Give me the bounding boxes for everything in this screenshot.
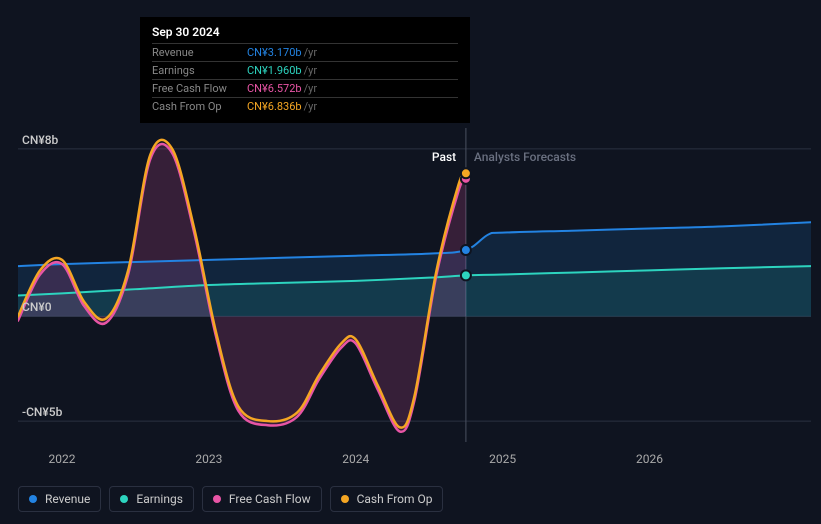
tooltip-row-unit: /yr <box>304 82 317 95</box>
legend-item[interactable]: Free Cash Flow <box>202 486 322 512</box>
y-axis-label: CN¥0 <box>22 300 52 314</box>
legend-dot-icon <box>213 495 221 503</box>
legend-label: Revenue <box>45 492 90 506</box>
tooltip-row: RevenueCN¥3.170b/yr <box>152 43 458 61</box>
legend-dot-icon <box>341 495 349 503</box>
x-axis-label: 2024 <box>342 452 369 466</box>
y-axis-label: -CN¥5b <box>22 405 62 419</box>
legend-item[interactable]: Revenue <box>18 486 101 512</box>
legend-dot-icon <box>29 495 37 503</box>
tooltip-row-unit: /yr <box>304 64 317 77</box>
tooltip-row-value: CN¥3.170b <box>247 46 302 59</box>
x-axis-label: 2026 <box>636 452 663 466</box>
tooltip-row-value: CN¥6.836b <box>247 100 302 113</box>
chart-tooltip: Sep 30 2024 RevenueCN¥3.170b/yrEarningsC… <box>140 17 470 123</box>
tooltip-row-value: CN¥1.960b <box>247 64 302 77</box>
chart-plot[interactable] <box>18 128 811 442</box>
chart-legend: Revenue Earnings Free Cash Flow Cash From O… <box>18 486 443 512</box>
x-axis-label: 2022 <box>49 452 76 466</box>
x-axis-label: 2025 <box>489 452 516 466</box>
legend-dot-icon <box>120 495 128 503</box>
y-axis-label: CN¥8b <box>22 133 58 147</box>
legend-item[interactable]: Earnings <box>109 486 194 512</box>
tooltip-row: EarningsCN¥1.960b/yr <box>152 61 458 79</box>
tooltip-row-unit: /yr <box>304 46 317 59</box>
tooltip-row-label: Free Cash Flow <box>152 82 247 95</box>
tooltip-row-label: Cash From Op <box>152 100 247 113</box>
legend-label: Free Cash Flow <box>229 492 311 506</box>
tooltip-row-label: Earnings <box>152 64 247 77</box>
tooltip-row: Free Cash FlowCN¥6.572b/yr <box>152 79 458 97</box>
x-axis-label: 2023 <box>195 452 222 466</box>
tooltip-row-unit: /yr <box>304 100 317 113</box>
tooltip-row: Cash From OpCN¥6.836b/yr <box>152 97 458 115</box>
tooltip-row-value: CN¥6.572b <box>247 82 302 95</box>
region-forecast-label: Analysts Forecasts <box>474 150 576 164</box>
legend-label: Cash From Op <box>357 492 433 506</box>
legend-item[interactable]: Cash From Op <box>330 486 444 512</box>
tooltip-row-label: Revenue <box>152 46 247 59</box>
region-past-label: Past <box>432 150 456 164</box>
tooltip-date: Sep 30 2024 <box>152 25 458 43</box>
legend-label: Earnings <box>136 492 183 506</box>
